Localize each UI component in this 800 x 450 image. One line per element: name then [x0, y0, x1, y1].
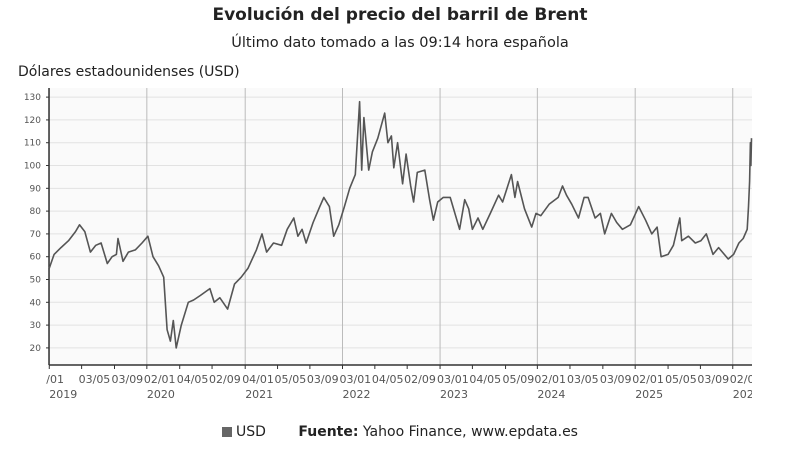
y-tick-label: 20 — [30, 344, 42, 354]
x-tick-label: 02/01 — [632, 373, 664, 386]
source-link[interactable]: www.epdata.es — [471, 424, 578, 440]
source-text: Yahoo Finance, — [358, 424, 472, 440]
x-tick-label: 02/09 — [209, 373, 241, 386]
x-tick-label: 03/09 — [307, 373, 339, 386]
x-year-label: 2026 — [733, 388, 761, 401]
x-year-label: 2022 — [342, 388, 370, 401]
x-year-label: 2024 — [537, 388, 565, 401]
x-year-label: 2021 — [245, 388, 273, 401]
chart-svg: 2030405060708090100110120130/01201903/05… — [24, 88, 762, 401]
y-tick-label: 70 — [30, 230, 42, 240]
x-tick-label: 02/01 — [730, 373, 762, 386]
chart-title: Evolución del precio del barril de Brent — [212, 5, 588, 25]
x-tick-label: 03/05 — [79, 373, 111, 386]
chart-subtitle: Último dato tomado a las 09:14 hora espa… — [231, 35, 569, 51]
x-tick-label: 05/05 — [665, 373, 697, 386]
x-tick-label: 05/09 — [503, 373, 535, 386]
y-tick-label: 40 — [30, 298, 42, 308]
x-tick-label: 04/05 — [469, 373, 501, 386]
x-tick-label: 03/01 — [339, 373, 371, 386]
y-tick-label: 100 — [24, 162, 41, 172]
x-tick-label: 03/05 — [567, 373, 599, 386]
legend-swatch — [222, 427, 233, 437]
x-tick-label: 04/01 — [242, 373, 274, 386]
x-tick-label: 03/01 — [437, 373, 469, 386]
y-axis-unit-label: Dólares estadounidenses (USD) — [18, 64, 240, 80]
x-tick-label: /01 — [46, 373, 64, 386]
x-tick-label: 02/09 — [404, 373, 436, 386]
x-tick-label: 04/05 — [177, 373, 209, 386]
x-year-label: 2023 — [440, 388, 468, 401]
x-year-label: 2020 — [147, 388, 175, 401]
plot-area — [49, 88, 752, 365]
y-tick-label: 110 — [24, 139, 41, 149]
legend: USD Fuente: Yahoo Finance, www.epdata.es — [0, 424, 800, 440]
y-tick-label: 30 — [30, 321, 42, 331]
series-line-usd — [48, 100, 753, 349]
y-tick-label: 50 — [30, 276, 42, 286]
source-label: Fuente: — [298, 424, 359, 440]
x-year-label: 2025 — [635, 388, 663, 401]
x-year-label: 2019 — [49, 388, 77, 401]
x-tick-label: 03/09 — [111, 373, 143, 386]
y-tick-label: 130 — [24, 93, 41, 103]
y-tick-label: 80 — [30, 207, 42, 217]
y-tick-label: 90 — [30, 184, 42, 194]
x-tick-label: 03/09 — [600, 373, 632, 386]
y-tick-label: 120 — [24, 116, 41, 126]
x-tick-label: 03/09 — [697, 373, 729, 386]
x-tick-label: 05/05 — [275, 373, 307, 386]
x-tick-label: 04/05 — [372, 373, 404, 386]
legend-series-label: USD — [236, 424, 266, 440]
x-tick-label: 02/01 — [534, 373, 566, 386]
y-tick-label: 60 — [30, 253, 42, 263]
x-tick-label: 02/01 — [144, 373, 176, 386]
